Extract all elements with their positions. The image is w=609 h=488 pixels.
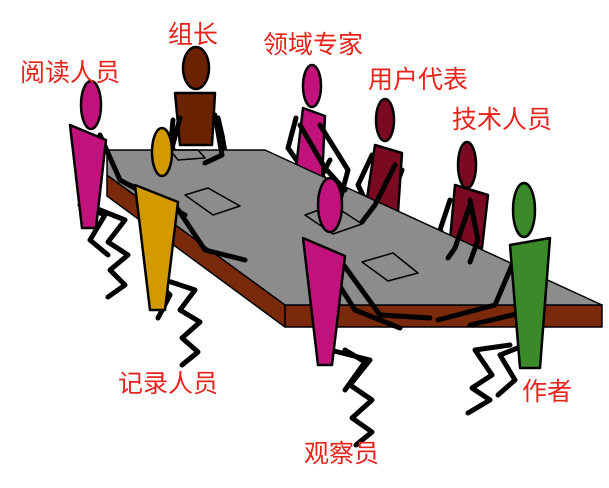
paper <box>361 252 419 282</box>
label-author: 作者 <box>522 377 572 406</box>
paper <box>184 187 241 216</box>
label-observer: 观察员 <box>304 439 379 468</box>
author-body <box>508 236 552 370</box>
label-reader: 阅读人员 <box>20 58 120 87</box>
reader-figure <box>68 79 141 300</box>
label-leader: 组长 <box>168 20 218 49</box>
observer-body <box>301 236 347 367</box>
reader-body <box>68 123 108 230</box>
recorder-figure <box>127 126 248 368</box>
label-expert: 领域专家 <box>263 30 363 59</box>
author-head <box>511 181 537 239</box>
reader-head <box>79 79 103 131</box>
recorder-head <box>150 126 174 178</box>
label-user-rep: 用户代表 <box>368 65 468 94</box>
author-figure <box>435 181 552 416</box>
label-recorder: 记录人员 <box>118 369 218 398</box>
user-rep-figure <box>353 97 405 238</box>
expert-head <box>301 63 323 109</box>
paper <box>169 149 206 161</box>
leader-head <box>181 45 211 91</box>
label-tech: 技术人员 <box>452 105 552 134</box>
table-top <box>106 149 603 306</box>
user-rep-head <box>374 97 396 143</box>
observer-head <box>316 176 344 234</box>
observer-figure <box>301 176 433 448</box>
recorder-body <box>133 183 180 312</box>
tech-head <box>456 140 478 190</box>
